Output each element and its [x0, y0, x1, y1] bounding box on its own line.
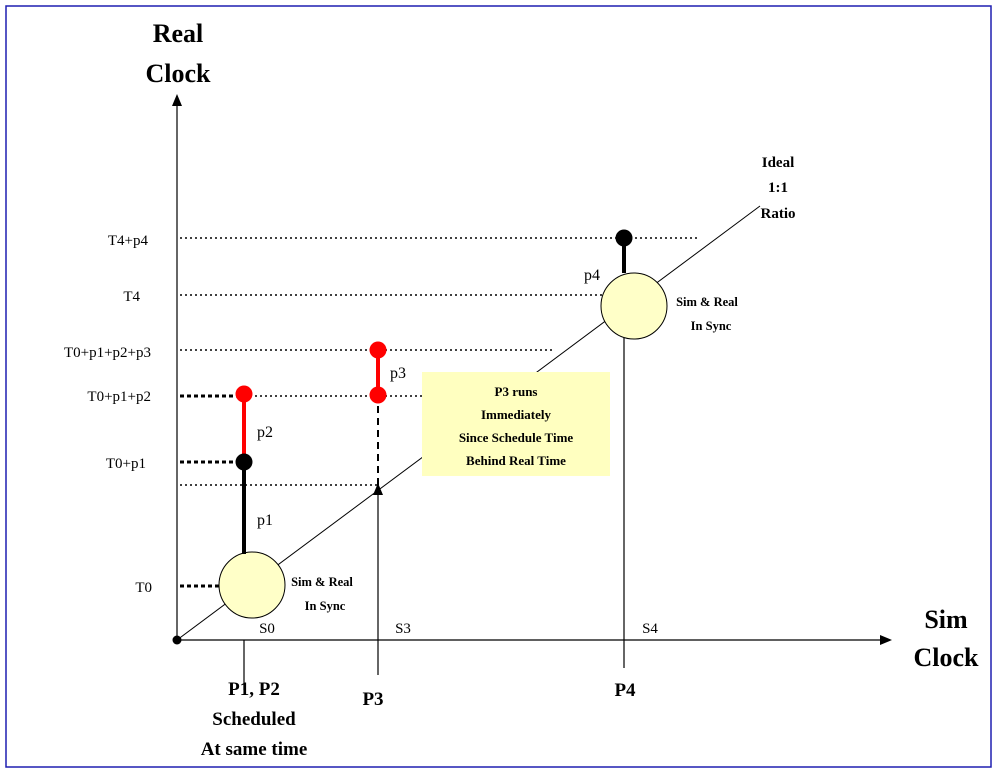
- p4-label: p4: [584, 267, 600, 284]
- x-tick-s3: S3: [395, 621, 411, 637]
- p1p2-label-line2: Scheduled: [212, 709, 296, 730]
- sync-label-s4-line2: In Sync: [691, 319, 732, 333]
- p4-bottom-label: P4: [614, 680, 636, 701]
- note-box: [422, 372, 610, 476]
- y-tick-t4p4: T4+p4: [108, 233, 149, 249]
- y-axis-title-line1: Real: [153, 19, 204, 48]
- ideal-label-line1: Ideal: [762, 155, 795, 171]
- p2-end-dot: [235, 385, 253, 403]
- x-axis-title-line1: Sim: [924, 605, 968, 634]
- note-line3: Since Schedule Time: [459, 430, 574, 445]
- p2-label: p2: [257, 424, 273, 441]
- x-axis-title-line2: Clock: [914, 643, 980, 672]
- sync-label-s0-line1: Sim & Real: [291, 575, 353, 589]
- y-tick-t0p1p2p3: T0+p1+p2+p3: [64, 345, 151, 361]
- note-line2: Immediately: [481, 407, 552, 422]
- p1-end-dot: [235, 453, 253, 471]
- x-tick-s4: S4: [642, 621, 658, 637]
- frame-border: [5, 5, 992, 768]
- ideal-label-line2: 1:1: [768, 180, 788, 196]
- p3-bottom-label: P3: [362, 689, 383, 710]
- p1p2-label-line3: At same time: [201, 739, 308, 760]
- note-line1: P3 runs: [495, 384, 538, 399]
- sync-label-s4-line1: Sim & Real: [676, 295, 738, 309]
- p1p2-label-line1: P1, P2: [228, 679, 280, 700]
- p1-label: p1: [257, 512, 273, 529]
- sync-circle-s0: [218, 551, 286, 619]
- sync-circle-s4: [600, 272, 668, 340]
- note-line4: Behind Real Time: [466, 453, 566, 468]
- y-tick-t0p1: T0+p1: [106, 456, 146, 472]
- y-axis-title-line2: Clock: [146, 59, 212, 88]
- p3-start-dot: [369, 386, 387, 404]
- x-tick-s0: S0: [259, 621, 275, 637]
- y-tick-t4: T4: [123, 289, 140, 305]
- p3-end-dot: [369, 341, 387, 359]
- guide-lines-thick: [180, 394, 244, 588]
- guide-lines-thin: [180, 237, 700, 486]
- y-tick-t0p1p2: T0+p1+p2: [87, 389, 151, 405]
- ideal-label-line3: Ratio: [761, 206, 796, 222]
- p3-label: p3: [390, 365, 406, 382]
- y-tick-t0: T0: [135, 580, 152, 596]
- sync-label-s0-line2: In Sync: [305, 599, 346, 613]
- p4-end-dot: [615, 229, 633, 247]
